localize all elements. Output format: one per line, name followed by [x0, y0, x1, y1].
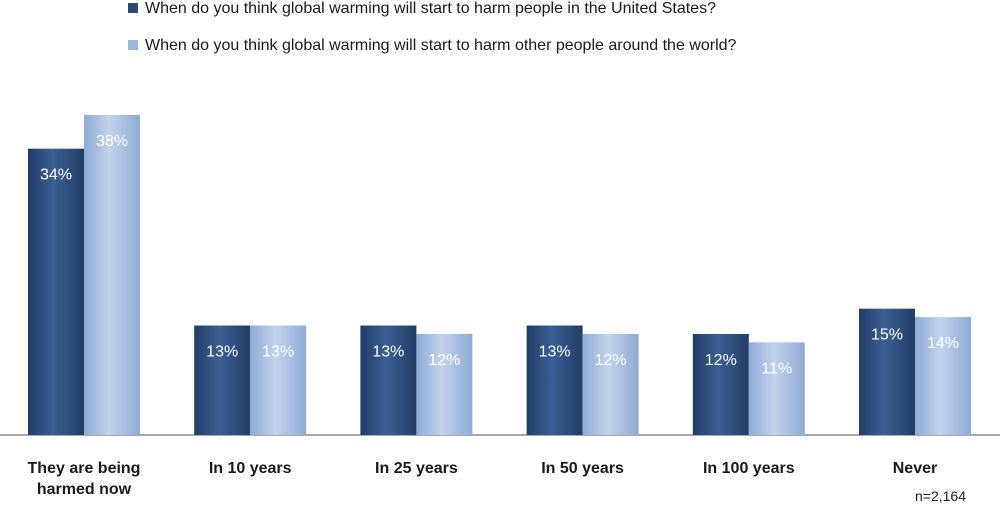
legend-item-world: When do you think global warming will st…: [128, 37, 736, 55]
legend-item-us: When do you think global warming will st…: [128, 0, 716, 18]
category-label-3: In 50 years: [541, 460, 624, 477]
legend-swatch-us: [128, 3, 138, 13]
category-label-4: In 100 years: [703, 460, 795, 477]
legend-label-world: When do you think global warming will st…: [145, 37, 737, 54]
bar-us-3: [526, 325, 583, 435]
bar-us-5: [859, 308, 915, 435]
category-label-2: In 25 years: [375, 460, 458, 477]
bar-us-1: [194, 325, 251, 435]
data-label-us-4: 12%: [705, 352, 737, 369]
bar-world-0: [84, 115, 140, 435]
bar-us-0: [28, 148, 84, 435]
category-label-5: Never: [893, 460, 937, 477]
data-label-us-5: 15%: [871, 327, 903, 344]
data-label-us-0: 34%: [40, 167, 72, 184]
category-label-0: They are being harmed now: [28, 460, 141, 498]
bar-world-1: [250, 325, 307, 435]
bar-world-2: [416, 333, 473, 435]
legend-label-us: When do you think global warming will st…: [145, 0, 716, 17]
bar-world-5: [915, 317, 971, 435]
bar-us-2: [360, 325, 417, 435]
data-label-world-5: 14%: [927, 335, 959, 352]
data-label-us-3: 13%: [539, 344, 571, 361]
data-label-world-1: 13%: [262, 344, 294, 361]
data-label-world-4: 11%: [761, 360, 792, 377]
data-label-world-0: 38%: [96, 133, 128, 150]
data-label-us-1: 13%: [206, 344, 238, 361]
bar-world-4: [748, 342, 805, 435]
legend-swatch-world: [128, 40, 138, 50]
data-label-world-2: 12%: [428, 352, 460, 369]
sample-size-note: n=2,164: [915, 488, 966, 504]
data-label-us-2: 13%: [372, 344, 404, 361]
category-label-1: In 10 years: [209, 460, 292, 477]
data-label-world-3: 12%: [595, 352, 627, 369]
bar-us-4: [692, 333, 749, 435]
bar-world-3: [582, 333, 639, 435]
